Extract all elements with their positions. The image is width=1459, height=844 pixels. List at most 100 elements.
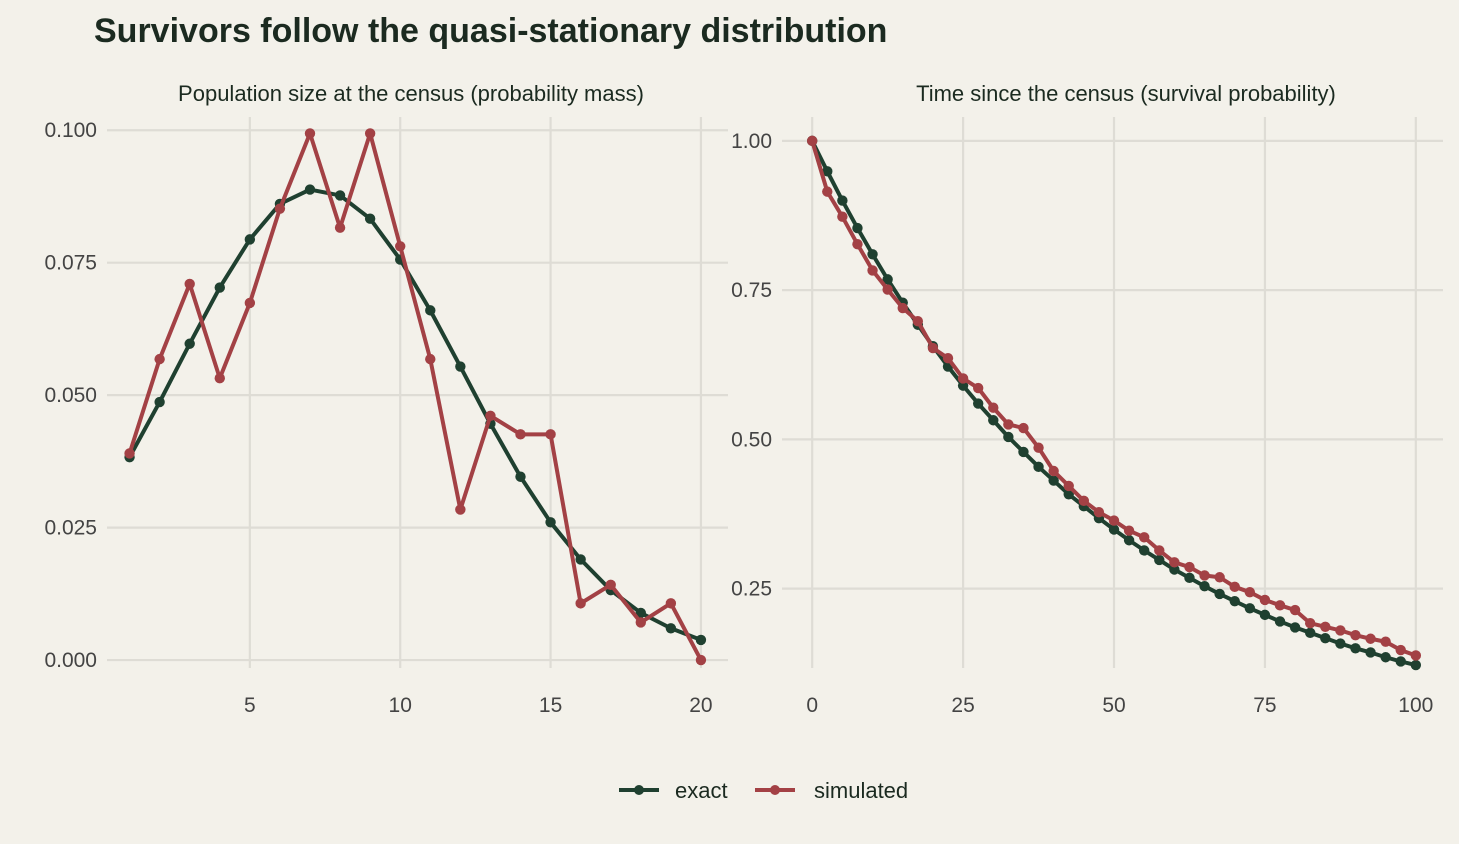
data-point-simulated [1199, 570, 1210, 581]
data-point-exact [1199, 581, 1210, 592]
data-point-simulated [1214, 572, 1225, 583]
data-point-simulated [244, 297, 256, 309]
data-point-simulated [515, 429, 526, 440]
data-point-exact [1229, 595, 1240, 607]
legend-key-exact-point [634, 785, 644, 795]
data-point-simulated [882, 284, 893, 295]
y-tick-label: 1.00 [731, 130, 772, 153]
data-point-simulated [1395, 644, 1406, 656]
data-point-exact [972, 398, 984, 409]
data-point-exact [852, 222, 863, 234]
data-point-exact [1380, 652, 1391, 663]
data-point-simulated [852, 238, 863, 250]
data-point-simulated [334, 222, 346, 233]
panel-title: Time since the census (survival probabil… [916, 81, 1336, 106]
y-tick-label: 0.25 [731, 578, 772, 601]
data-point-simulated [1259, 594, 1271, 606]
data-point-simulated [957, 373, 969, 384]
data-point-simulated [822, 186, 833, 197]
legend-item-simulated: simulated [755, 778, 908, 803]
series-line-simulated [127, 131, 703, 663]
panel-title: Population size at the census (probabili… [178, 81, 644, 106]
data-point-simulated [1410, 650, 1422, 661]
data-point-exact [1320, 632, 1331, 644]
data-point-exact [1365, 647, 1376, 658]
data-point-simulated [455, 504, 466, 515]
panel-time-since-census: Time since the census (survival probabil… [731, 81, 1443, 717]
data-point-exact [882, 274, 893, 285]
data-point-simulated [154, 353, 165, 365]
data-point-simulated [1229, 581, 1240, 593]
data-point-exact [695, 634, 707, 646]
data-point-exact [154, 396, 165, 408]
data-point-simulated [1184, 561, 1195, 573]
data-point-simulated [1063, 480, 1074, 492]
y-tick-label: 0.50 [731, 428, 772, 451]
data-point-exact [1259, 609, 1271, 621]
data-point-exact [867, 249, 878, 260]
data-point-exact [1018, 446, 1029, 458]
data-point-simulated [1018, 422, 1029, 434]
series-exact [124, 184, 707, 646]
data-point-simulated [1244, 586, 1256, 598]
y-tick-label: 0.075 [44, 252, 97, 275]
data-point-simulated [395, 241, 406, 252]
data-point-simulated [665, 598, 677, 609]
data-point-exact [1003, 431, 1014, 443]
data-point-exact [1108, 524, 1120, 535]
data-point-simulated [1350, 629, 1361, 641]
data-point-exact [244, 234, 256, 245]
data-point-simulated [942, 352, 954, 364]
data-point-exact [334, 190, 346, 201]
data-point-simulated [545, 429, 556, 440]
data-point-exact [545, 517, 556, 528]
x-tick-label: 15 [539, 694, 562, 717]
data-point-simulated [867, 265, 878, 276]
data-point-exact [1304, 627, 1316, 638]
data-point-simulated [214, 372, 225, 384]
data-point-simulated [274, 203, 286, 214]
data-point-simulated [1033, 442, 1044, 453]
data-point-simulated [1304, 618, 1316, 629]
data-point-exact [1184, 572, 1195, 584]
x-tick-label: 100 [1398, 694, 1433, 717]
data-point-simulated [124, 448, 135, 459]
data-point-simulated [1335, 625, 1346, 636]
gridlines [107, 117, 728, 668]
x-tick-label: 50 [1102, 694, 1125, 717]
data-point-simulated [897, 302, 908, 314]
data-point-simulated [184, 278, 195, 290]
data-point-exact [184, 338, 195, 349]
y-tick-label: 0.025 [44, 517, 97, 540]
data-point-exact [1033, 461, 1044, 473]
data-point-simulated [605, 579, 616, 591]
gridlines [782, 117, 1443, 668]
x-tick-label: 0 [806, 694, 818, 717]
data-point-simulated [1108, 515, 1120, 526]
data-point-simulated [1048, 465, 1059, 477]
legend-key-simulated-point [770, 785, 780, 795]
data-point-simulated [837, 211, 848, 222]
data-point-exact [515, 471, 526, 482]
data-point-exact [214, 282, 225, 293]
data-point-simulated [1123, 525, 1135, 536]
data-point-exact [455, 361, 466, 372]
data-point-simulated [485, 410, 496, 422]
data-point-simulated [364, 128, 376, 139]
legend-label-exact: exact [675, 778, 728, 803]
data-point-simulated [806, 135, 818, 147]
x-tick-label: 5 [244, 694, 256, 717]
data-point-simulated [1078, 495, 1090, 507]
data-point-simulated [1274, 600, 1286, 611]
data-point-simulated [927, 342, 939, 354]
legend-item-exact: exact [619, 778, 728, 803]
data-point-exact [822, 166, 833, 177]
data-point-simulated [1365, 633, 1376, 644]
data-point-simulated [1169, 557, 1180, 568]
data-point-simulated [1003, 419, 1014, 430]
data-point-simulated [425, 353, 436, 365]
chart-title: Survivors follow the quasi-stationary di… [94, 12, 887, 50]
data-point-simulated [1093, 506, 1105, 518]
data-point-exact [304, 184, 316, 195]
data-point-simulated [695, 654, 707, 666]
